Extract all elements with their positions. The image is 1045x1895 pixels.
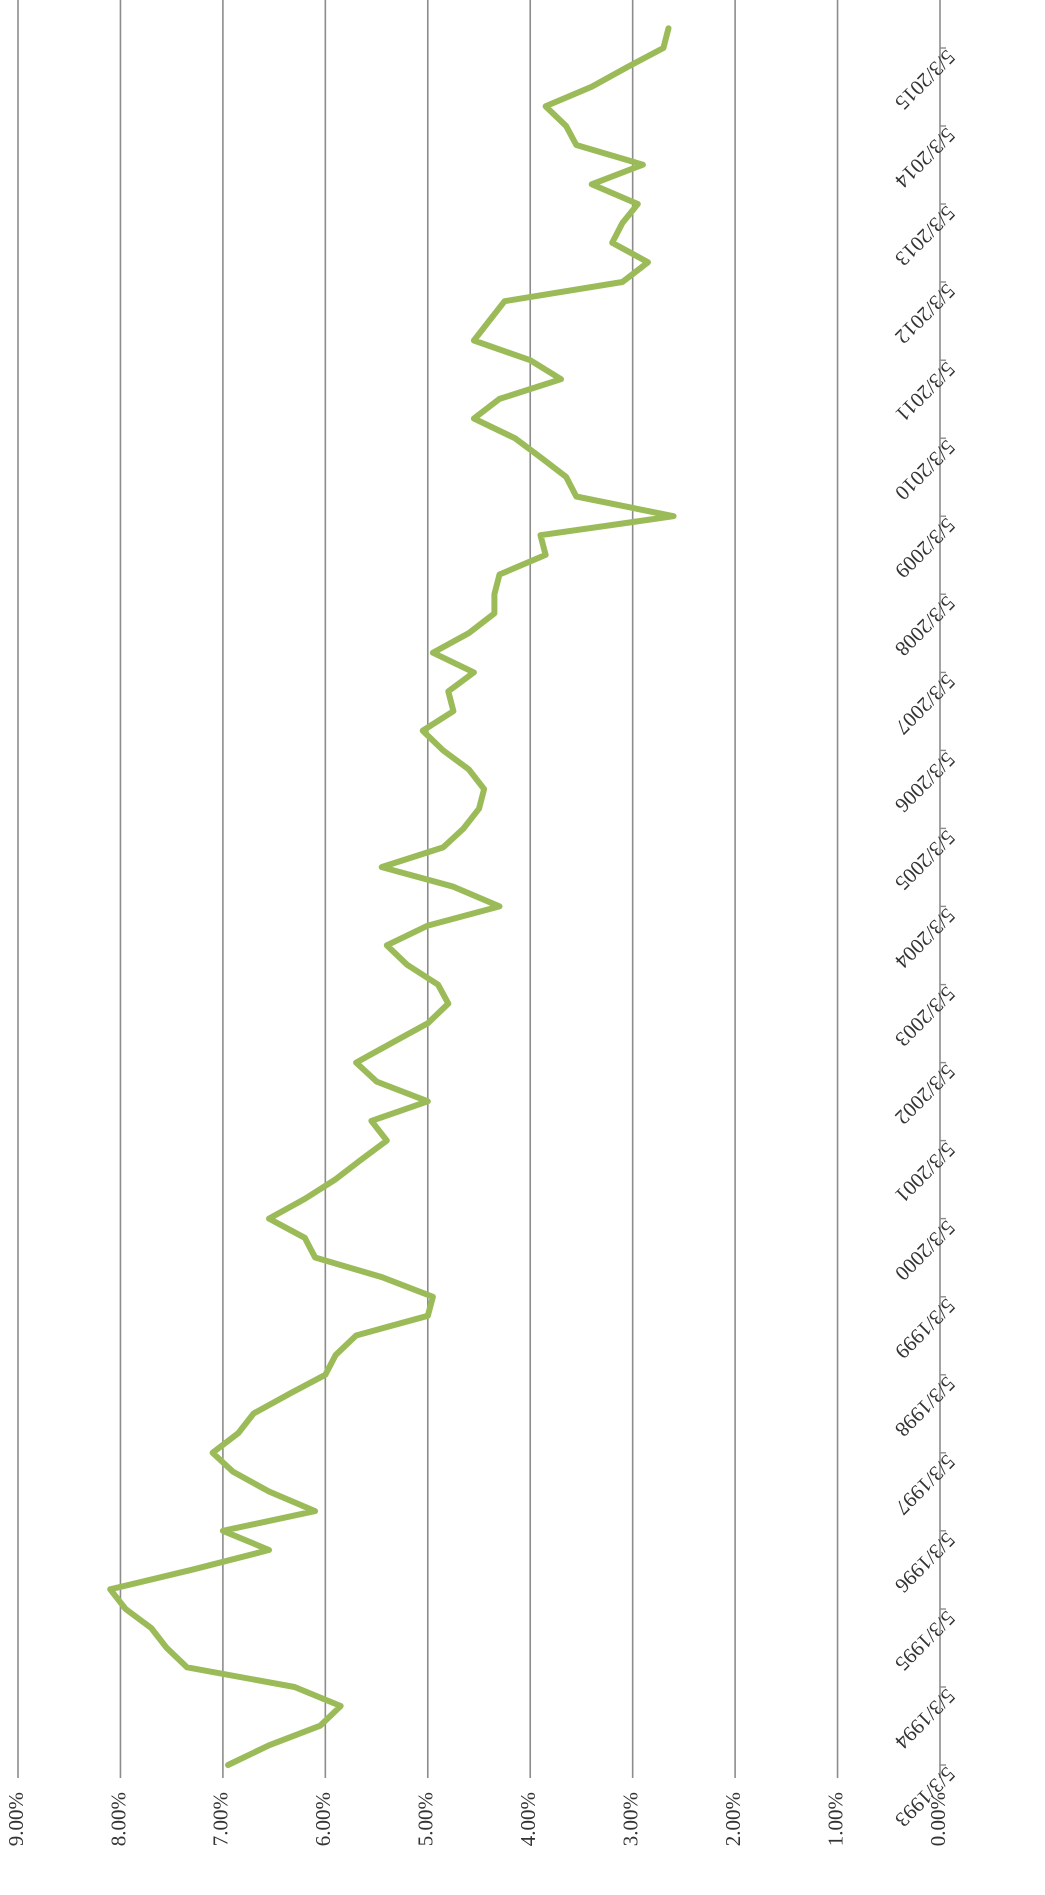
y-tick-label: 6.00% xyxy=(311,1792,335,1846)
gridlines xyxy=(17,0,839,1778)
x-tick-label: 5/3/1995 xyxy=(890,1606,960,1676)
x-axis-line xyxy=(939,0,946,1778)
y-tick-labels: 0.00% 1.00% 2.00% 3.00% 4.00% 5.00% 6.00% 7.00%… xyxy=(4,1792,950,1846)
y-tick-label: 1.00% xyxy=(823,1792,847,1846)
x-tick-label: 5/3/2007 xyxy=(890,669,960,739)
y-tick-label: 2.00% xyxy=(721,1792,745,1846)
y-tick-label: 7.00% xyxy=(209,1792,233,1846)
x-tick-label: 5/3/2004 xyxy=(890,903,960,973)
series-line xyxy=(107,25,677,1768)
y-tick-label: 9.00% xyxy=(4,1792,28,1846)
x-tick-label: 5/3/1994 xyxy=(890,1684,960,1754)
x-tick-label: 5/3/2002 xyxy=(890,1060,960,1130)
x-tick-label: 5/3/2015 xyxy=(890,45,960,115)
x-tick-label: 5/3/2003 xyxy=(890,982,960,1052)
x-tick-label: 5/3/2010 xyxy=(890,435,960,505)
x-tick-label: 5/3/2008 xyxy=(890,591,960,661)
x-tick-label: 5/3/2009 xyxy=(890,513,960,583)
x-tick-label: 5/3/2013 xyxy=(890,201,960,271)
x-tick-label: 5/3/2000 xyxy=(890,1216,960,1286)
x-tick-labels: 5/3/19935/3/19945/3/19955/3/19965/3/1997… xyxy=(890,45,960,1832)
x-tick-label: 5/3/2011 xyxy=(891,357,960,426)
x-tick-label: 5/3/1998 xyxy=(890,1372,960,1442)
x-tick-label: 5/3/2014 xyxy=(890,123,960,193)
x-tick-label: 5/3/1999 xyxy=(890,1294,960,1364)
series-group xyxy=(107,25,677,1768)
x-tick-label: 5/3/1997 xyxy=(890,1450,960,1520)
x-tick-label: 5/3/2005 xyxy=(890,825,960,895)
x-tick-label: 5/3/2001 xyxy=(890,1138,960,1208)
y-tick-label: 4.00% xyxy=(516,1792,540,1846)
y-tick-label: 0.00% xyxy=(926,1792,950,1846)
x-tick-label: 5/3/2006 xyxy=(890,747,960,817)
y-tick-label: 3.00% xyxy=(618,1792,642,1846)
x-tick-label: 5/3/2012 xyxy=(890,279,960,349)
y-tick-label: 8.00% xyxy=(106,1792,130,1846)
x-tick-label: 5/3/1996 xyxy=(890,1528,960,1598)
y-tick-label: 5.00% xyxy=(414,1792,438,1846)
